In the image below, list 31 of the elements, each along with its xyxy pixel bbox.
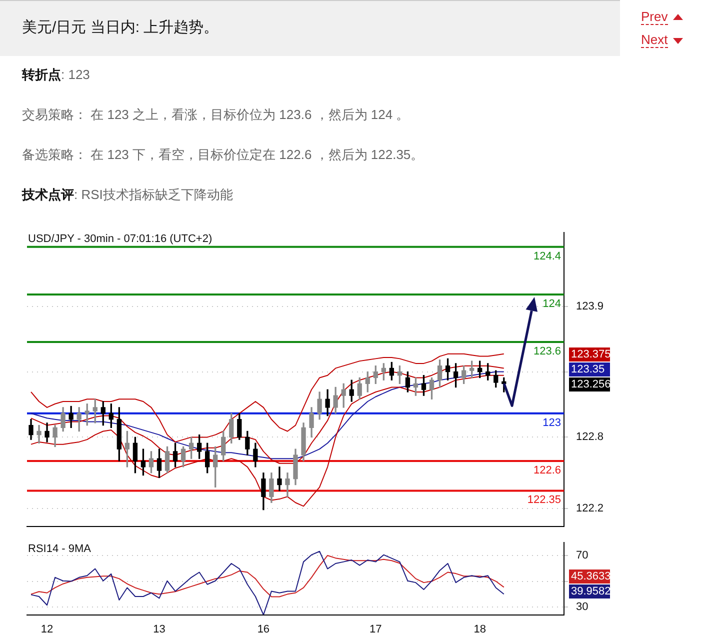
candlestick [36, 424, 42, 444]
text: 技术点评: RSI技术指标缺乏下降动能 [22, 186, 233, 204]
y-tick-label: 30 [576, 601, 588, 614]
text: 39.9582 [571, 586, 611, 598]
ref-line-label: 124.4 [533, 250, 561, 262]
text: 备选策略： 在 123 下，看空，目标价位定在 122.6 ，然后为 122.35。 [22, 146, 424, 164]
y-tick-label: 122.8 [576, 431, 604, 444]
text: 123.375 [571, 348, 611, 361]
y-tick-label: 70 [576, 550, 588, 562]
ref-line-label: 123 [542, 416, 561, 429]
text: Next [641, 32, 668, 48]
text: 123.35 [571, 364, 605, 376]
ref-line-label: 122.35 [527, 494, 561, 506]
text: 123.256 [571, 378, 611, 391]
x-tick-label: 12 [40, 623, 54, 636]
ref-line-label: 123.6 [533, 346, 561, 358]
chart-subtitle: USD/JPY - 30min - 07:01:16 (UTC+2) [28, 233, 212, 246]
y-tick-label: 123.9 [576, 300, 604, 312]
text: 45.3633 [571, 570, 611, 583]
x-tick-label: 13 [153, 623, 166, 636]
y-tick-label: 122.2 [576, 502, 604, 515]
text: Prev [641, 9, 668, 25]
text: 交易策略： 在 123 之上，看涨，目标价位为 123.6 ，然后为 124 。 [22, 106, 410, 124]
text: 转折点: 123 [22, 66, 90, 84]
x-tick-label: 18 [474, 623, 486, 636]
x-tick-label: 17 [370, 623, 382, 636]
ref-line-label: 124 [542, 298, 561, 310]
ref-line-label: 122.6 [533, 464, 561, 477]
x-tick-label: 16 [257, 623, 270, 636]
chart-title: RSI14 - 9MA [28, 543, 92, 556]
chart-title: 美元/日元 当日内: 上升趋势。 [22, 18, 219, 37]
